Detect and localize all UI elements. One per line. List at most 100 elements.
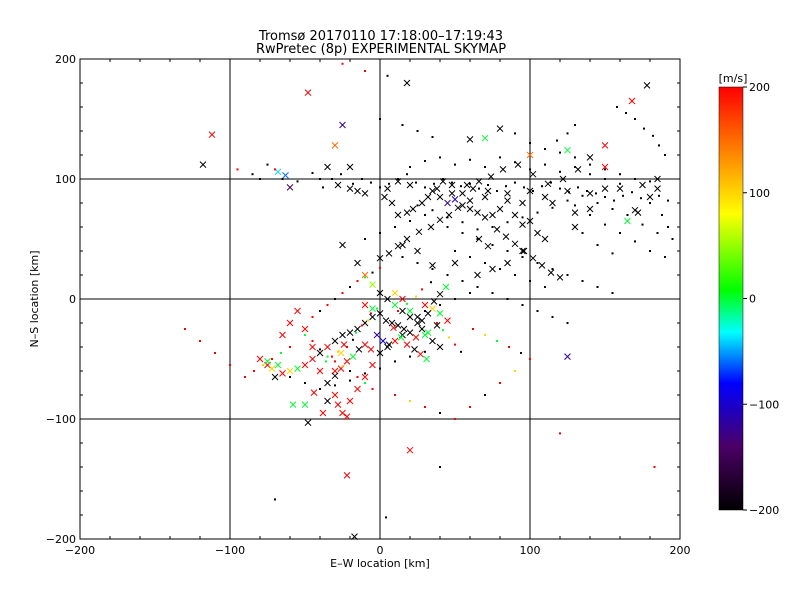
dot-marker	[658, 144, 660, 147]
cross-stroke	[199, 161, 207, 168]
dot-marker	[262, 364, 264, 366]
cross-marker	[268, 365, 276, 372]
dot-marker	[499, 268, 501, 270]
dot-marker	[431, 209, 434, 212]
dot-marker	[379, 232, 381, 234]
cross-marker	[369, 305, 376, 312]
colorbar-tick-label: −200	[749, 504, 779, 517]
cross-marker	[361, 271, 369, 279]
cross-stroke	[418, 325, 426, 333]
cross-stroke	[376, 349, 384, 357]
cross-marker	[331, 142, 339, 149]
colorbar-tick-label: 100	[749, 187, 770, 200]
cross-stroke	[304, 419, 312, 426]
cross-stroke	[309, 343, 316, 351]
cross-stroke	[369, 361, 376, 369]
colorbar-tick-label: 200	[749, 81, 770, 94]
dot-marker	[304, 334, 306, 336]
dot-marker	[341, 292, 344, 294]
cross-marker	[406, 181, 414, 189]
dot-marker	[352, 338, 354, 341]
dot-marker	[625, 112, 627, 114]
cross-stroke	[394, 211, 402, 219]
dot-marker	[424, 160, 426, 162]
cross-stroke	[526, 187, 534, 195]
cross-stroke	[474, 271, 481, 279]
cross-stroke	[391, 301, 399, 309]
cross-stroke	[340, 341, 348, 348]
cross-stroke	[444, 199, 451, 207]
cross-marker	[481, 193, 489, 201]
dot-marker	[319, 388, 321, 390]
cross-stroke	[489, 265, 496, 273]
cross-marker	[459, 202, 466, 209]
dot-marker	[604, 168, 606, 171]
cross-stroke	[417, 350, 424, 358]
dot-marker	[421, 288, 423, 291]
cross-stroke	[411, 346, 418, 353]
cross-stroke	[367, 346, 375, 353]
dot-marker	[229, 364, 231, 366]
dot-marker	[484, 166, 486, 168]
dot-marker	[499, 156, 501, 159]
cross-marker	[369, 281, 376, 288]
cross-marker	[343, 413, 351, 420]
cross-stroke	[487, 173, 495, 180]
dot-marker	[355, 331, 357, 334]
cross-marker	[376, 289, 384, 297]
dot-marker	[436, 322, 438, 324]
dot-marker	[536, 211, 539, 214]
dot-marker	[379, 266, 381, 269]
dot-marker	[536, 310, 539, 312]
cross-stroke	[399, 241, 406, 249]
dot-marker	[349, 286, 351, 288]
dot-marker	[506, 250, 509, 252]
cross-stroke	[294, 307, 301, 315]
dot-marker	[478, 187, 480, 190]
cross-stroke	[643, 82, 651, 89]
dot-marker	[184, 328, 186, 330]
cross-marker	[469, 185, 477, 192]
dot-marker	[253, 370, 255, 372]
cross-marker	[349, 353, 357, 360]
dot-marker	[505, 185, 507, 188]
cross-marker	[504, 190, 511, 197]
dot-marker	[244, 376, 246, 378]
dot-marker	[596, 244, 599, 246]
dot-marker	[340, 173, 342, 176]
dot-marker	[619, 232, 621, 234]
dot-marker	[574, 156, 576, 159]
dot-marker	[424, 350, 426, 353]
cross-stroke	[339, 331, 346, 339]
cross-stroke	[520, 247, 528, 255]
dot-marker	[361, 178, 363, 180]
dot-marker	[664, 256, 666, 258]
dot-marker	[454, 343, 456, 346]
cross-marker	[519, 247, 526, 255]
cross-marker	[481, 214, 489, 221]
x-axis-label: E–W location [km]	[330, 557, 430, 570]
y-axis-ticks: 200 100 0 −100 −200	[46, 53, 680, 546]
dot-marker	[581, 194, 584, 197]
cross-marker	[301, 401, 309, 408]
cross-stroke	[406, 181, 414, 189]
dot-marker	[451, 181, 453, 184]
cross-marker	[376, 310, 384, 317]
dot-marker	[454, 250, 456, 252]
dot-marker	[472, 328, 474, 330]
cross-stroke	[339, 121, 346, 129]
dot-marker	[514, 181, 516, 184]
dot-marker	[341, 365, 344, 368]
cross-stroke	[337, 349, 345, 357]
dot-marker	[619, 182, 621, 185]
cross-stroke	[451, 259, 459, 267]
dot-marker	[581, 280, 584, 282]
cross-marker	[319, 409, 327, 417]
cross-marker	[564, 353, 571, 360]
dot-marker	[296, 180, 299, 183]
cross-marker	[646, 193, 654, 201]
data-markers	[184, 62, 674, 540]
cross-marker	[433, 185, 441, 192]
cross-marker	[384, 295, 391, 303]
cross-marker	[403, 341, 411, 348]
